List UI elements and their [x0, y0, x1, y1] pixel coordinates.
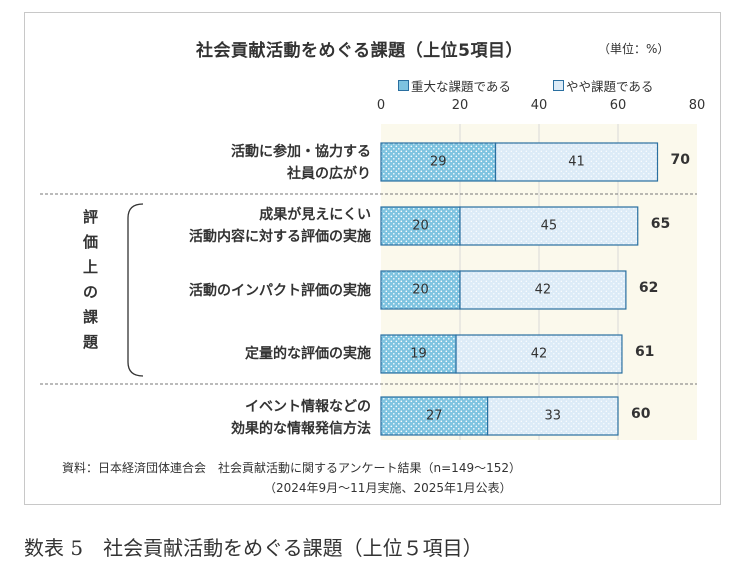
data-label: 19: [410, 346, 427, 362]
bar-major: [380, 396, 489, 436]
legend-label-major: 重大な課題である: [411, 79, 511, 94]
group-label-char: 題: [83, 333, 99, 351]
category-label-line: 活動内容に対する評価の実施: [189, 229, 371, 245]
x-tick-label: 20: [451, 98, 469, 113]
category-label-line: 定量的な評価の実施: [245, 346, 371, 362]
category-label: 成果が見えにくい 活動内容に対する評価の実施: [189, 204, 371, 248]
legend-item-minor: やや課題である: [553, 76, 653, 95]
category-label-line: 効果的な情報発信方法: [231, 421, 371, 437]
figure-caption: 数表 5 社会貢献活動をめぐる課題（上位５項目）: [24, 536, 483, 560]
data-label: 20: [412, 282, 429, 298]
total-label: 60: [631, 406, 651, 422]
group-label-char: 課: [83, 308, 99, 326]
category-label: 活動に参加・協力する 社員の広がり: [231, 141, 371, 185]
total-label: 62: [638, 280, 659, 296]
data-label: 42: [530, 346, 548, 362]
category-label-line: 活動のインパクト評価の実施: [189, 283, 371, 299]
category-label: 活動のインパクト評価の実施: [189, 280, 371, 302]
source-note: 資料：日本経済団体連合会 社会貢献活動に関するアンケート結果（n=149～152…: [62, 461, 521, 475]
data-label: 20: [412, 218, 429, 234]
data-label: 29: [429, 154, 447, 170]
bar-minor: [494, 142, 659, 182]
unit-label: （単位：%）: [598, 42, 670, 56]
category-label-line: 社員の広がり: [287, 166, 371, 182]
total-label: 61: [634, 344, 655, 360]
x-tick-label: 80: [688, 98, 706, 113]
group-label-char: 価: [83, 233, 99, 251]
group-label-char: 上: [83, 258, 99, 276]
data-label: 27: [426, 408, 443, 424]
category-label: イベント情報などの 効果的な情報発信方法: [231, 396, 371, 440]
chart-title: 社会貢献活動をめぐる課題（上位5項目）: [196, 41, 523, 61]
legend-swatch-major: [398, 80, 409, 91]
bar-major: [380, 270, 461, 310]
bar-major: [380, 334, 457, 374]
category-label: 定量的な評価の実施: [245, 343, 371, 365]
bar-minor: [459, 206, 639, 246]
data-label: 41: [568, 154, 585, 170]
x-tick-label: 40: [530, 98, 548, 113]
category-label-line: 活動に参加・協力する: [231, 144, 371, 160]
legend-item-major: 重大な課題である: [398, 76, 511, 95]
category-label-line: 成果が見えにくい: [259, 207, 371, 223]
bar-minor: [487, 396, 619, 436]
legend-label-minor: やや課題である: [566, 79, 654, 94]
data-label: 33: [544, 408, 562, 424]
legend-swatch-minor: [553, 80, 564, 91]
group-label-char: 評: [83, 208, 99, 226]
group-bracket: [127, 203, 144, 377]
source-note-period: （2024年9月～11月実施、2025年1月公表）: [264, 481, 512, 495]
total-label: 70: [670, 152, 690, 168]
group-label-char: の: [83, 283, 99, 301]
category-label-line: イベント情報などの: [245, 399, 371, 415]
bar-major: [380, 206, 461, 246]
x-tick-label: 60: [609, 98, 627, 113]
data-label: 42: [534, 282, 552, 298]
data-label: 45: [540, 218, 558, 234]
bar-minor: [455, 334, 623, 374]
bar-major: [380, 142, 497, 182]
bar-minor: [459, 270, 627, 310]
total-label: 65: [650, 216, 671, 232]
x-tick-label: 0: [376, 98, 386, 113]
